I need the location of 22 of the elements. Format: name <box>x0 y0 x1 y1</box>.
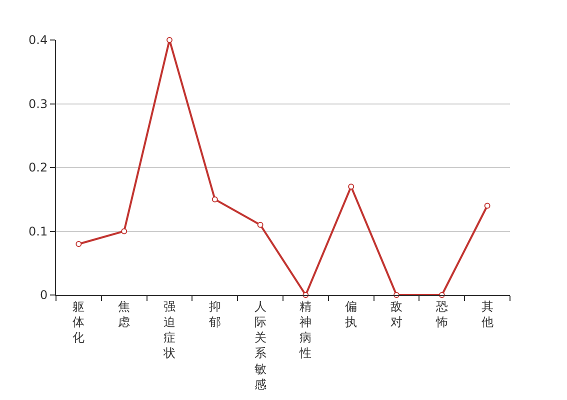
y-tick-label: 0.1 <box>28 224 48 238</box>
x-tick-label: 躯体化 <box>72 299 85 345</box>
x-tick-label: 强迫症状 <box>162 299 176 360</box>
point <box>257 222 264 228</box>
x-tick-label: 恐怖 <box>434 299 448 329</box>
point <box>484 202 490 209</box>
y-tick-label: 0.2 <box>28 160 48 175</box>
x-tick-label: 焦虑 <box>118 299 130 329</box>
point <box>166 37 172 43</box>
x-tick-label: 人际关系敏感 <box>254 299 266 392</box>
point <box>121 228 128 234</box>
x-tick-label: 敌对 <box>390 299 402 329</box>
y-tick-label: 0.3 <box>28 96 48 111</box>
y-tick-label: 0 <box>40 288 48 302</box>
x-tick-label: 其他 <box>481 299 494 329</box>
x-tick-label: 抑郁 <box>208 299 221 329</box>
x-tick-label: 精神病性 <box>298 299 312 360</box>
point <box>212 196 218 202</box>
x-tick-label: 偏执 <box>345 299 358 329</box>
point <box>76 241 82 247</box>
y-tick-label: 0.4 <box>28 33 48 48</box>
point <box>348 184 354 190</box>
